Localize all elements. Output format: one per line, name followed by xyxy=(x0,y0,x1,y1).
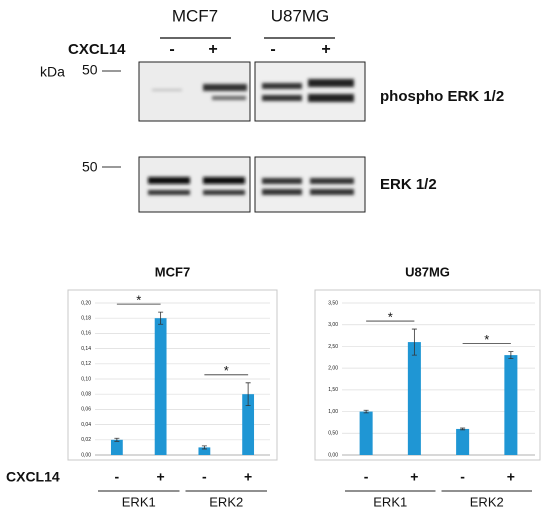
y-tick-label: 0,14 xyxy=(81,346,91,352)
x-tick-label: - xyxy=(115,469,120,485)
y-tick-label: 0,04 xyxy=(81,422,91,428)
error-bar xyxy=(508,351,514,359)
bands xyxy=(148,177,245,195)
x-tick-label: - xyxy=(460,469,465,485)
bar xyxy=(456,428,470,455)
blot-row-label: ERK 1/2 xyxy=(380,176,437,193)
group-label: ERK2 xyxy=(209,494,243,509)
group-label: ERK2 xyxy=(470,494,504,509)
marker-label: 50 xyxy=(82,62,98,78)
y-tick-label: 2,00 xyxy=(328,365,338,371)
error-bar xyxy=(158,311,164,325)
blot-column-label: MCF7 xyxy=(172,6,218,25)
blot-image xyxy=(254,156,366,213)
x-tick-label: + xyxy=(410,469,418,485)
blot-image xyxy=(138,156,251,213)
y-tick-label: 0,02 xyxy=(81,437,91,443)
y-tick-label: 1,00 xyxy=(328,409,338,415)
lane-label: + xyxy=(208,41,217,58)
y-tick-label: 0,10 xyxy=(81,376,91,382)
significance-label: * xyxy=(224,363,229,378)
x-tick-label: - xyxy=(364,469,369,485)
y-tick-label: 0,50 xyxy=(328,431,338,437)
chart-title: U87MG xyxy=(405,264,450,279)
group-label: ERK1 xyxy=(373,494,407,509)
y-tick-label: 0,08 xyxy=(81,392,91,398)
blot-row-label: phospho ERK 1/2 xyxy=(380,88,504,105)
marker-label: 50 xyxy=(82,159,98,175)
blot-column-label: U87MG xyxy=(271,6,330,25)
blot-panel: MCF7 U87MG CXCL14 - + - + kDa 50 50 phos… xyxy=(40,6,504,213)
error-bar xyxy=(460,427,466,431)
y-tick-label: 0,00 xyxy=(81,452,91,458)
lane-label: - xyxy=(169,41,174,58)
y-tick-label: 2,50 xyxy=(328,344,338,350)
x-tick-label: - xyxy=(202,469,207,485)
treatment-label: CXCL14 xyxy=(6,469,60,485)
error-bar xyxy=(411,328,417,356)
chart-frame xyxy=(314,289,541,461)
error-bar xyxy=(201,445,207,450)
y-tick-label: 0,12 xyxy=(81,361,91,367)
y-tick-label: 1,50 xyxy=(328,387,338,393)
significance-label: * xyxy=(484,332,489,347)
y-tick-label: 3,00 xyxy=(328,322,338,328)
lane-label: + xyxy=(321,41,330,58)
x-tick-label: + xyxy=(157,469,165,485)
bar xyxy=(110,439,123,455)
error-bar xyxy=(245,382,251,406)
error-bar xyxy=(363,409,369,414)
significance-label: * xyxy=(136,293,141,308)
bar xyxy=(504,355,518,455)
unit-label: kDa xyxy=(40,64,65,80)
significance-label: * xyxy=(388,309,393,324)
y-tick-label: 0,00 xyxy=(328,452,338,458)
y-tick-label: 0,18 xyxy=(81,316,91,322)
chart-title: MCF7 xyxy=(155,264,190,279)
lane-label: - xyxy=(270,41,275,58)
bar xyxy=(359,411,373,455)
bands xyxy=(152,84,247,100)
x-tick-label: + xyxy=(507,469,515,485)
y-tick-label: 0,16 xyxy=(81,331,91,337)
bar xyxy=(407,342,421,455)
y-tick-label: 3,50 xyxy=(328,300,338,306)
x-tick-label: + xyxy=(244,469,252,485)
bands xyxy=(262,178,354,195)
bar xyxy=(154,318,167,455)
error-bar xyxy=(114,437,120,442)
blot-image xyxy=(138,61,251,122)
y-tick-label: 0,06 xyxy=(81,407,91,413)
bar xyxy=(242,394,255,455)
bands xyxy=(262,79,354,102)
blot-image xyxy=(254,61,366,122)
bar xyxy=(198,447,211,455)
group-label: ERK1 xyxy=(122,494,156,509)
y-tick-label: 0,20 xyxy=(81,300,91,306)
treatment-label: CXCL14 xyxy=(68,41,126,58)
